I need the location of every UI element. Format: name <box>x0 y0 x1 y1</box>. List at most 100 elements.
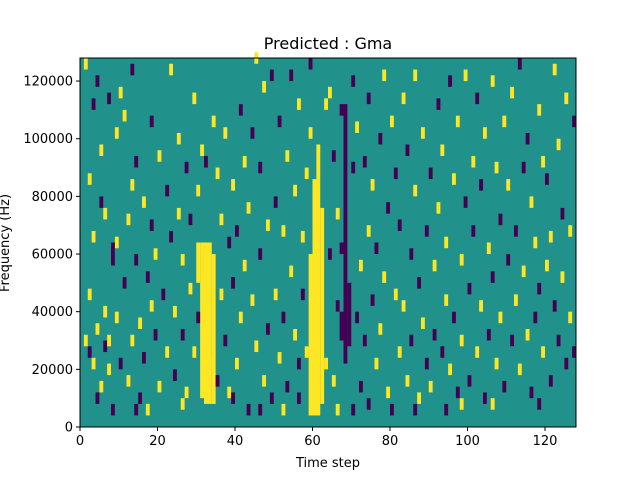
heatmap-cell-219 <box>517 363 522 376</box>
heatmap-cell-257 <box>537 398 542 410</box>
heatmap-cell-82 <box>235 225 239 237</box>
heatmap-cell-201 <box>483 392 487 404</box>
heatmap-cell-106 <box>281 225 286 237</box>
heatmap-cell-178 <box>440 346 445 358</box>
heatmap-cell-235 <box>548 375 553 387</box>
cells-layer <box>83 52 577 416</box>
heatmap-cell-130 <box>339 104 344 116</box>
heatmap-cell-206 <box>494 357 499 370</box>
heatmap-cell-258 <box>459 398 464 410</box>
heatmap-cell-27 <box>122 109 127 122</box>
heatmap-cell-29 <box>126 213 131 226</box>
heatmap-cell-241 <box>560 271 565 283</box>
heatmap-cell-36 <box>138 317 143 329</box>
heatmap-cell-119 <box>304 346 309 358</box>
heatmap-cell-108 <box>285 150 290 162</box>
heatmap-cell-41 <box>145 403 150 416</box>
heatmap-cell-64 <box>192 346 197 358</box>
heatmap-cell-129 <box>335 207 340 220</box>
heatmap-cell-151 <box>386 386 391 399</box>
heatmap-cell-54 <box>173 305 177 318</box>
heatmap-cell-102 <box>273 196 278 208</box>
heatmap-cell-220 <box>521 161 526 174</box>
x-tick-label: 40 <box>227 434 244 449</box>
heatmap-cell-19 <box>107 363 112 376</box>
heatmap-cell-109 <box>285 380 290 393</box>
heatmap-cell-218 <box>517 58 522 70</box>
x-tick-label: 80 <box>382 434 399 449</box>
heatmap-cell-196 <box>475 346 480 358</box>
heatmap-cell-111 <box>289 265 294 278</box>
heatmap-cell-9 <box>95 75 100 87</box>
heatmap-cell-65 <box>192 92 197 105</box>
heatmap-cell-174 <box>432 259 437 272</box>
x-tick-label: 60 <box>304 434 321 449</box>
heatmap-cell-40 <box>145 271 150 283</box>
heatmap-band-3 <box>316 144 321 180</box>
heatmap-cell-158 <box>401 92 406 105</box>
heatmap-cell-0 <box>83 58 88 70</box>
heatmap-cell-73 <box>215 375 220 387</box>
heatmap-cell-63 <box>188 213 193 226</box>
heatmap-cell-238 <box>556 138 561 151</box>
heatmap-cell-1 <box>83 334 88 347</box>
heatmap-cell-202 <box>486 242 491 255</box>
heatmap-cell-233 <box>545 259 549 272</box>
heatmap-cell-5 <box>91 98 96 110</box>
heatmap-cell-133 <box>351 161 356 174</box>
heatmap-cell-95 <box>258 161 263 174</box>
heatmap-cell-68 <box>200 144 205 157</box>
heatmap-cell-199 <box>479 300 484 312</box>
heatmap-cell-101 <box>269 392 274 404</box>
heatmap-cell-171 <box>424 357 429 370</box>
heatmap-cell-34 <box>134 156 139 168</box>
heatmap-cell-114 <box>297 98 301 110</box>
heatmap-cell-14 <box>103 340 108 353</box>
heatmap-cell-116 <box>300 230 305 243</box>
heatmap-cell-87 <box>242 259 247 272</box>
heatmap-cell-167 <box>417 392 422 404</box>
heatmap-cell-146 <box>378 132 383 145</box>
heatmap-cell-139 <box>362 334 367 347</box>
heatmap-cell-222 <box>525 328 530 341</box>
bands-layer <box>196 104 352 416</box>
heatmap-cell-256 <box>490 398 495 410</box>
heatmap-cell-141 <box>366 92 371 105</box>
heatmap-cell-207 <box>494 161 499 174</box>
heatmap-cell-154 <box>393 288 398 301</box>
heatmap-band-1 <box>308 254 313 416</box>
y-tick-label: 60000 <box>32 248 73 263</box>
heatmap-cell-156 <box>397 346 402 358</box>
heatmap-cell-71 <box>211 115 216 128</box>
heatmap-cell-163 <box>409 334 414 347</box>
heatmap-band-10 <box>339 311 344 341</box>
heatmap-cell-91 <box>250 294 255 306</box>
heatmap-cell-181 <box>444 236 449 249</box>
y-tick-label: 100000 <box>23 132 73 147</box>
heatmap-cell-100 <box>269 69 274 82</box>
heatmap-cell-234 <box>548 230 553 243</box>
heatmap-cell-192 <box>467 282 472 295</box>
heatmap-cell-193 <box>467 375 472 387</box>
heatmap-cell-215 <box>510 86 515 99</box>
heatmap-cell-198 <box>479 179 484 191</box>
heatmap-cell-110 <box>289 69 294 82</box>
heatmap-cell-211 <box>502 380 507 393</box>
heatmap-cell-180 <box>444 294 449 306</box>
heatmap-cell-135 <box>355 311 360 324</box>
heatmap-cell-214 <box>510 334 515 347</box>
heatmap-cell-37 <box>138 392 143 404</box>
heatmap-cell-121 <box>308 127 313 139</box>
heatmap-cell-69 <box>204 156 208 168</box>
heatmap-cell-212 <box>506 254 511 266</box>
heatmap-band-4 <box>204 242 212 404</box>
heatmap-cell-231 <box>541 346 546 358</box>
heatmap-cell-88 <box>246 202 251 214</box>
y-axis-label: Frequency (Hz) <box>0 194 13 292</box>
heatmap-band-2 <box>320 207 325 404</box>
heatmap-cell-144 <box>374 357 379 370</box>
heatmap-cell-190 <box>463 196 468 208</box>
heatmap-cell-262 <box>351 403 356 416</box>
heatmap-cell-200 <box>483 127 487 139</box>
